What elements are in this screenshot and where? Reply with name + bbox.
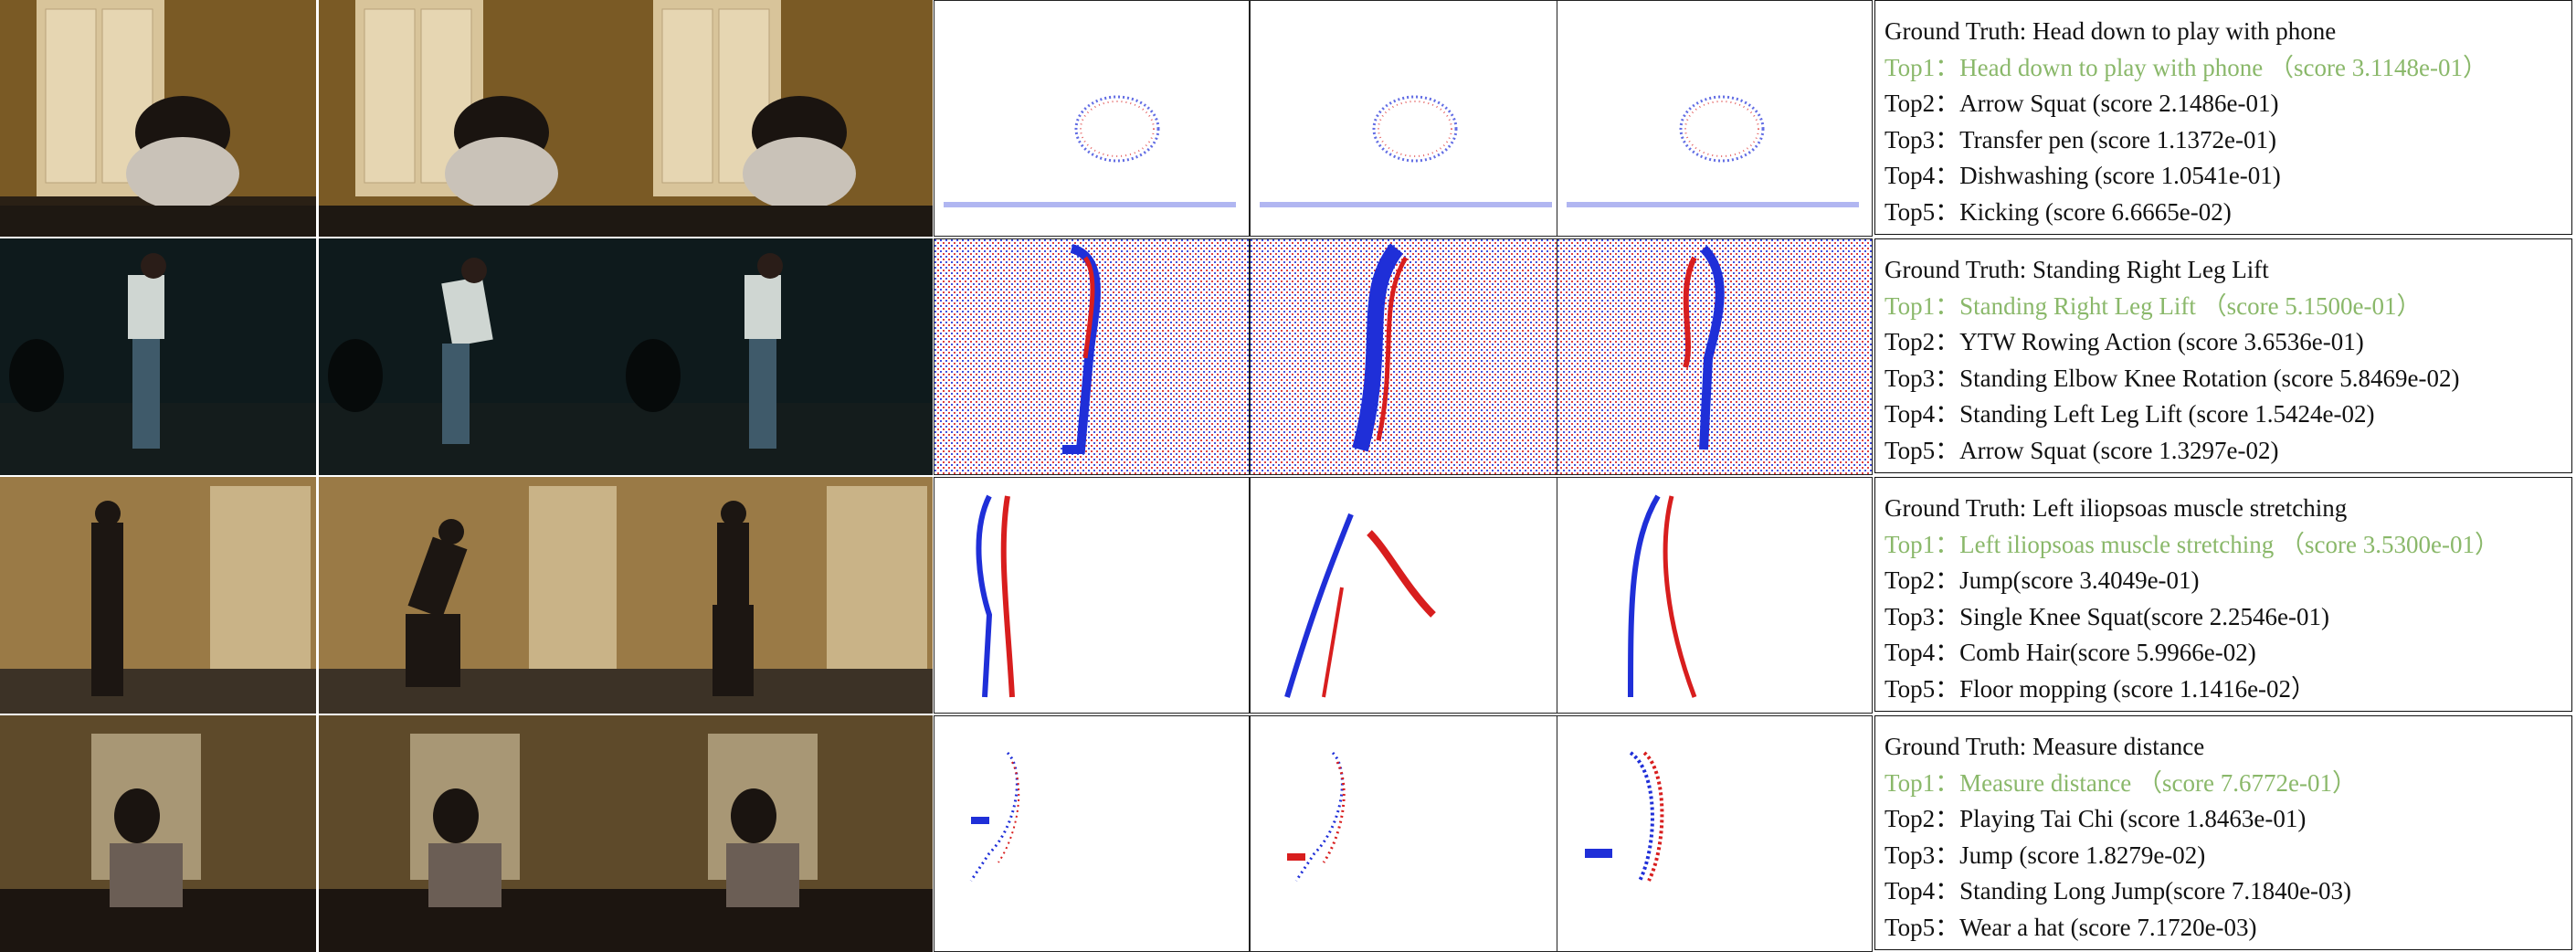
- ground-truth-label: Ground Truth: Measure distance: [1884, 733, 2205, 760]
- top3-prediction: Top3：Transfer pen (score 1.1372e-01): [1884, 125, 2277, 153]
- ground-truth-label: Ground Truth: Standing Right Leg Lift: [1884, 256, 2269, 283]
- event-frame: [934, 0, 1250, 237]
- top4-prediction: Top4：Standing Long Jump(score 7.1840e-03…: [1884, 877, 2352, 904]
- top3-prediction: Top3：Jump (score 1.8279e-02): [1884, 841, 2206, 869]
- prediction-panel: Ground Truth: Left iliopsoas muscle stre…: [1874, 477, 2572, 712]
- prediction-panel: Ground Truth: Standing Right Leg Lift To…: [1874, 238, 2572, 473]
- top4-prediction: Top4：Dishwashing (score 1.0541e-01): [1884, 162, 2281, 189]
- event-frame: [1250, 715, 1566, 952]
- sample-row-4: Ground Truth: Measure distance Top1：Meas…: [0, 715, 2576, 952]
- event-frame: [1250, 477, 1566, 714]
- top4-prediction: Top4：Comb Hair(score 5.9966e-02): [1884, 639, 2256, 666]
- top1-prediction: Top1：Standing Right Leg Lift （score 5.15…: [1884, 291, 2422, 320]
- prediction-panel: Ground Truth: Measure distance Top1：Meas…: [1874, 715, 2572, 950]
- rgb-frame: [0, 715, 316, 952]
- event-frame: [934, 715, 1250, 952]
- rgb-frame: [617, 238, 933, 475]
- rgb-frame: [0, 238, 316, 475]
- prediction-panel: Ground Truth: Head down to play with pho…: [1874, 0, 2572, 235]
- top2-prediction: Top2：Jump(score 3.4049e-01): [1884, 566, 2200, 594]
- rgb-frame: [319, 477, 635, 714]
- event-frame: [934, 238, 1250, 475]
- top1-prediction: Top1：Head down to play with phone （score…: [1884, 53, 2487, 81]
- top4-prediction: Top4：Standing Left Leg Lift (score 1.542…: [1884, 400, 2375, 428]
- top5-prediction: Top5：Wear a hat (score 7.1720e-03): [1884, 913, 2257, 941]
- event-frame: [1557, 238, 1873, 475]
- event-frame: [1557, 0, 1873, 237]
- top5-prediction: Top5：Kicking (score 6.6665e-02): [1884, 197, 2232, 226]
- rgb-frame: [319, 715, 635, 952]
- top2-prediction: Top2：Arrow Squat (score 2.1486e-01): [1884, 90, 2279, 117]
- ground-truth-label: Ground Truth: Head down to play with pho…: [1884, 17, 2337, 45]
- sample-row-3: Ground Truth: Left iliopsoas muscle stre…: [0, 477, 2576, 714]
- sample-row-1: Ground Truth: Head down to play with pho…: [0, 0, 2576, 237]
- rgb-frame: [617, 0, 933, 237]
- rgb-frame: [319, 0, 635, 237]
- top3-prediction: Top3：Single Knee Squat(score 2.2546e-01): [1884, 602, 2330, 630]
- rgb-frame: [617, 715, 933, 952]
- rgb-frame: [319, 238, 635, 475]
- ground-truth-label: Ground Truth: Left iliopsoas muscle stre…: [1884, 494, 2348, 522]
- top2-prediction: Top2：Playing Tai Chi (score 1.8463e-01): [1884, 805, 2307, 832]
- top2-prediction: Top2：YTW Rowing Action (score 3.6536e-01…: [1884, 328, 2364, 355]
- event-frame: [1250, 238, 1566, 475]
- top1-prediction: Top1：Left iliopsoas muscle stretching （s…: [1884, 530, 2499, 558]
- top3-prediction: Top3：Standing Elbow Knee Rotation (score…: [1884, 364, 2460, 392]
- event-frame: [1557, 477, 1873, 714]
- top1-prediction: Top1：Measure distance （score 7.6772e-01）: [1884, 768, 2357, 797]
- top5-prediction: Top5：Floor mopping (score 1.1416e-02）: [1884, 674, 2317, 703]
- sample-row-2: Ground Truth: Standing Right Leg Lift To…: [0, 238, 2576, 475]
- event-frame: [1557, 715, 1873, 952]
- event-frame: [934, 477, 1250, 714]
- top5-prediction: Top5：Arrow Squat (score 1.3297e-02): [1884, 436, 2279, 464]
- rgb-frame: [0, 0, 316, 237]
- rgb-frame: [617, 477, 933, 714]
- event-frame: [1250, 0, 1566, 237]
- rgb-frame: [0, 477, 316, 714]
